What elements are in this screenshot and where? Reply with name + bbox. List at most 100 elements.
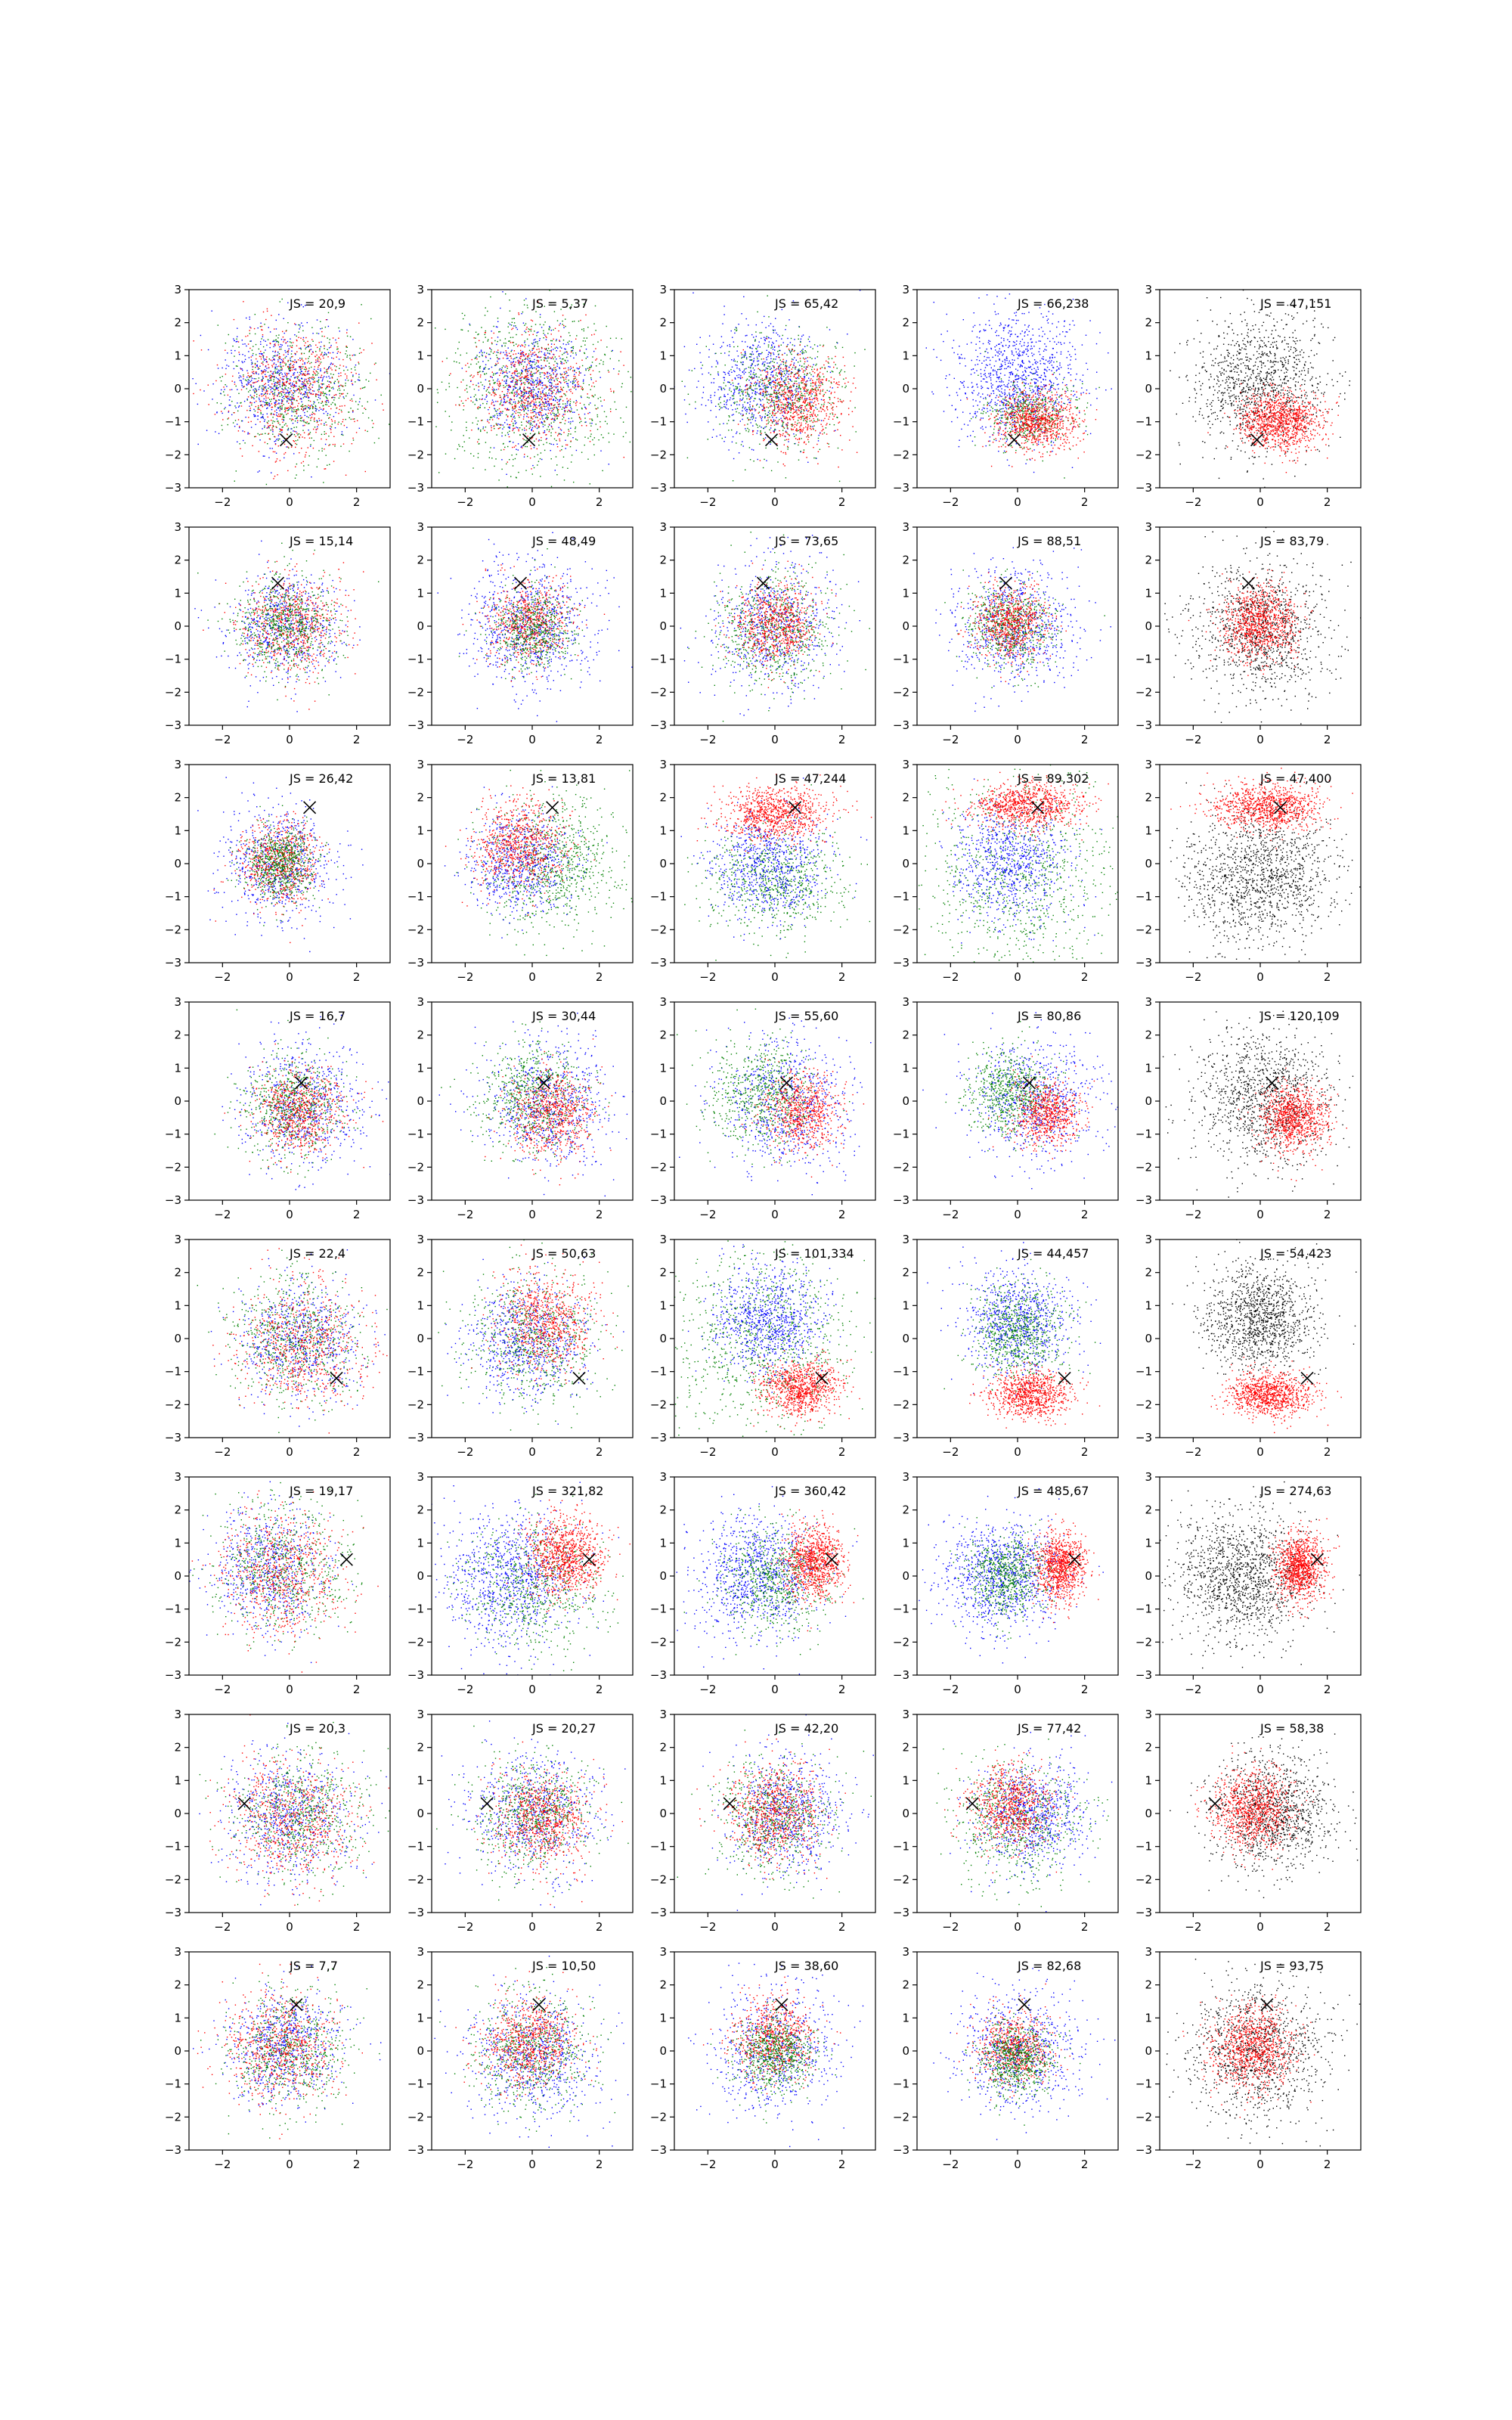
scatter-point: [543, 333, 544, 334]
scatter-point: [497, 349, 498, 350]
scatter-point: [270, 374, 271, 375]
scatter-point: [478, 361, 479, 362]
scatter-point: [757, 346, 758, 347]
scatter-point: [563, 432, 564, 433]
scatter-point: [570, 355, 571, 356]
scatter-point: [282, 397, 283, 398]
scatter-point: [249, 317, 250, 318]
scatter-point: [588, 370, 589, 371]
scatter-point: [489, 451, 490, 452]
scatter-point: [537, 349, 538, 350]
scatter-point: [587, 368, 588, 369]
scatter-point: [253, 414, 254, 415]
scatter-point: [304, 353, 305, 354]
scatter-point: [281, 432, 282, 433]
scatter-point: [301, 353, 302, 354]
scatter-point: [574, 374, 575, 375]
scatter-point: [531, 429, 532, 430]
scatter-point: [308, 346, 309, 347]
scatter-point: [589, 384, 590, 385]
scatter-point: [506, 375, 507, 376]
scatter-point: [318, 356, 319, 357]
scatter-point: [762, 399, 763, 400]
scatter-point: [572, 437, 573, 438]
scatter-point: [717, 371, 718, 372]
scatter-point: [334, 365, 335, 366]
scatter-point: [291, 397, 292, 398]
scatter-point: [309, 388, 310, 389]
scatter-point: [563, 457, 564, 458]
scatter-point: [794, 385, 795, 386]
scatter-point: [554, 413, 555, 414]
scatter-point: [620, 417, 621, 418]
scatter-point: [320, 398, 321, 399]
scatter-point: [269, 393, 270, 394]
js-label: JS = 20,9: [289, 296, 345, 311]
scatter-point: [556, 464, 557, 465]
scatter-point: [583, 381, 584, 382]
scatter-point: [291, 420, 292, 421]
scatter-point: [310, 417, 311, 418]
scatter-point: [549, 373, 550, 374]
scatter-point: [540, 412, 541, 413]
scatter-point: [524, 304, 525, 305]
scatter-point: [544, 406, 545, 407]
scatter-point: [470, 380, 471, 381]
scatter-point: [310, 393, 311, 394]
scatter-point: [353, 439, 354, 440]
scatter-point: [278, 344, 279, 345]
scatter-point: [570, 446, 571, 447]
scatter-point: [469, 376, 470, 377]
scatter-point: [710, 397, 711, 398]
scatter-point: [499, 381, 500, 382]
scatter-point: [537, 341, 538, 342]
scatter-point: [551, 343, 552, 344]
scatter-point: [588, 404, 589, 405]
scatter-point: [476, 364, 477, 365]
scatter-point: [252, 349, 253, 350]
scatter-point: [770, 355, 771, 356]
scatter-point: [288, 398, 289, 399]
scatter-point: [510, 364, 511, 365]
scatter-point: [529, 428, 530, 429]
scatter-point: [248, 351, 249, 352]
scatter-point: [474, 396, 475, 397]
scatter-point: [251, 402, 252, 403]
scatter-point: [591, 379, 592, 380]
scatter-point: [329, 464, 330, 465]
scatter-point: [552, 429, 553, 430]
scatter-point: [278, 433, 279, 434]
scatter-point: [582, 387, 583, 388]
scatter-point: [546, 399, 547, 400]
scatter-point: [558, 415, 559, 416]
scatter-point: [236, 339, 237, 340]
scatter-point: [819, 435, 820, 436]
scatter-point: [567, 354, 568, 355]
scatter-point: [572, 350, 573, 351]
scatter-point: [304, 364, 305, 365]
scatter-point: [830, 372, 831, 373]
scatter-point: [815, 407, 816, 408]
scatter-point: [732, 337, 733, 338]
scatter-point: [602, 405, 603, 406]
scatter-point: [530, 374, 531, 375]
scatter-point: [239, 377, 240, 378]
scatter-point: [514, 386, 515, 387]
point-cloud-g: [435, 290, 632, 487]
scatter-point: [318, 410, 319, 411]
scatter-point: [293, 440, 294, 441]
scatter-point: [236, 365, 237, 366]
scatter-point: [551, 349, 552, 350]
scatter-point: [250, 384, 251, 385]
scatter-point: [265, 393, 266, 394]
scatter-point: [513, 386, 514, 387]
scatter-point: [746, 357, 747, 358]
scatter-point: [570, 369, 571, 370]
scatter-point: [315, 345, 316, 346]
scatter-point: [263, 378, 264, 379]
scatter-point: [581, 425, 582, 426]
scatter-point: [521, 447, 522, 448]
scatter-point: [563, 343, 564, 344]
scatter-point: [751, 416, 752, 417]
scatter-point: [521, 383, 522, 384]
